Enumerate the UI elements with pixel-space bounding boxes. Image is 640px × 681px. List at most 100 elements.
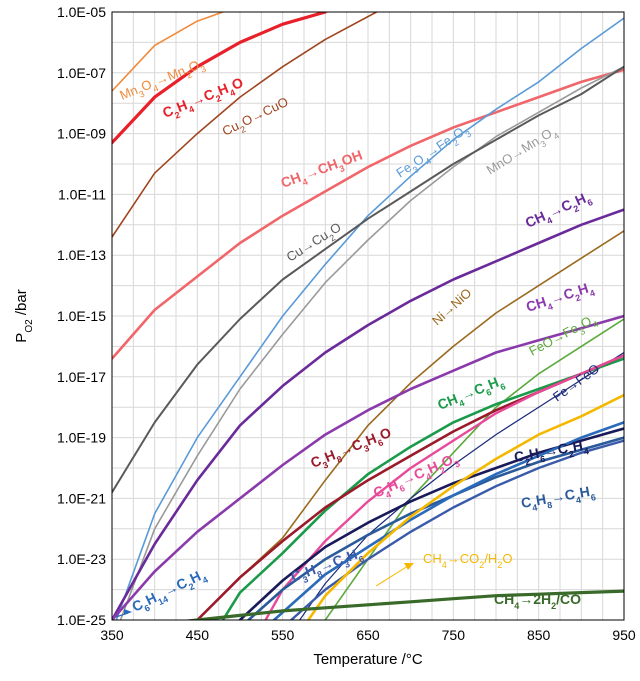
y-axis-title: PO2 /bar [13,289,35,342]
series-label-fe3o4-fe2o3: Fe3O4→Fe2O3 [393,121,473,184]
tick-layer: 350 450 550 650 750 850 950 1.0E-25 1.0E-23 1.0E-… [57,4,636,643]
y-tick-label: 1.0E-13 [57,247,106,263]
series-label-part: H [571,437,584,455]
series-line-ch4-ch3oh [112,68,624,360]
series-label-part: 2 [497,560,502,570]
series-label-part: 8 [335,454,343,465]
y-tick-label: 1.0E-23 [57,551,106,567]
x-tick-label: 450 [186,627,210,643]
series-label-part: H [528,445,541,463]
x-tick-label: 950 [612,627,636,643]
series-label-part: 3 [199,64,207,75]
series-label-part: 3 [138,89,146,100]
series-label-part: 3 [301,574,309,585]
series-line-c6h14-c2h4 [272,421,624,620]
series-label-part: 4 [545,215,554,226]
y-tick-label: 1.0E-25 [57,612,106,628]
y-tick-label: 1.0E-05 [57,4,106,20]
series-label-part: 6 [539,454,546,465]
series-label-part: 3 [343,559,351,570]
series-label-part: →CO [447,551,480,566]
grid-layer [111,11,625,621]
series-label-part: 2 [574,292,582,303]
series-label-part: →C [459,379,487,403]
x-tick-label: 850 [527,627,551,643]
series-label-part: CH [423,551,442,566]
x-axis-title: Temperature /°C [313,651,423,668]
series-label-part: →C [336,436,364,460]
series-label-part: 3 [411,164,421,175]
x-tick-label: 750 [442,627,466,643]
series-label-part: /CO [556,591,581,607]
series-label-part: 4 [583,446,590,457]
series-label-part: 4 [458,398,466,409]
co2-label-arrow [375,565,409,587]
series-line-ch4-c2h4 [112,314,624,620]
series-label-part: 3 [362,443,370,454]
series-label-part: 6 [143,603,152,614]
series-label-part: 6 [499,381,507,392]
series-label-part: Ni→NiO [429,285,474,328]
series-label-ch4-c2h4: CH4→C2H4 [524,278,596,319]
y-axis-title-rest: /bar [13,289,30,319]
series-label-part: 4 [423,156,433,167]
y-tick-label: 1.0E-07 [57,65,106,81]
y-tick-label: 1.0E-21 [57,490,106,506]
series-label-part: 2 [187,581,196,592]
y-tick-label: 1.0E-15 [57,308,106,324]
y-axis-title-main: P [13,333,30,343]
series-label-c2h6-c2h4: C2H6→C2H4 [513,436,590,469]
series-label-part: 2 [214,93,222,104]
series-label-part: Mn [118,82,140,103]
series-label-part: →C [548,284,576,307]
series-line-c2h4-c2h4o [112,12,327,145]
series-label-part: 4 [424,471,433,482]
series-label-part: 2 [185,69,193,80]
series-label-part: Fe [393,160,414,181]
series-label-part: 3 [321,460,329,471]
series-label-part: 2 [572,203,581,214]
plot-frame [111,11,625,621]
series-label-part: C [513,447,526,465]
series-label-c2h4-c2h4o: C2H4→C2H4O [160,74,247,125]
series-label-mno-mn3o4: MnO→Mn3O4 [484,123,561,181]
series-label-ni-nio: Ni→NiO [429,285,474,328]
series-label-part: 4 [591,319,600,330]
series-label-part: OH [339,147,364,169]
series-label-part: 4 [384,489,393,500]
frame-layer [111,11,625,621]
series-label-part: O [502,551,512,566]
series-label-part: →C [546,196,575,220]
series-label-part: 3 [539,138,549,149]
series-label-ch4-2h2-co: CH4→2H2/CO [494,591,581,611]
series-label-part: CH [279,169,303,191]
series-label-part: 4 [575,495,582,506]
x-tick-label: 350 [100,627,124,643]
series-line-mno-mn3o4 [119,65,624,620]
series-line-mn3o4-mn2o3 [112,12,224,92]
y-axis-title-sub: O2 [24,319,35,333]
series-label-part: →C [550,486,577,506]
series-label-part: CH [435,390,460,412]
series-label-part: CH [494,591,514,607]
series-label-part: 2 [551,601,556,611]
series-line-ch4-co2-h2o [306,393,624,620]
x-tick-label: 650 [356,627,380,643]
series-label-part: H [578,483,591,501]
series-label-part: CH [524,293,548,314]
series-label-part: 4 [301,177,309,188]
series-label-part: C [520,493,533,511]
series-label-part: 6 [357,554,365,565]
series-label-part: 3 [453,458,462,469]
series-label-c3h8-c3h6: C3H8→C3H6 [289,544,366,588]
series-label-part: →C [543,440,570,460]
series-label-part: 4 [546,301,554,312]
series-label-part: 2 [328,232,338,243]
series-label-part: 4 [201,574,210,585]
y-tick-label: 1.0E-09 [57,126,106,142]
series-label-cu2o-cuo: Cu2O→CuO [220,94,293,142]
series-label-part: 6 [586,197,595,208]
y-tick-label: 1.0E-19 [57,430,106,446]
series-label-part: 6 [590,492,597,503]
